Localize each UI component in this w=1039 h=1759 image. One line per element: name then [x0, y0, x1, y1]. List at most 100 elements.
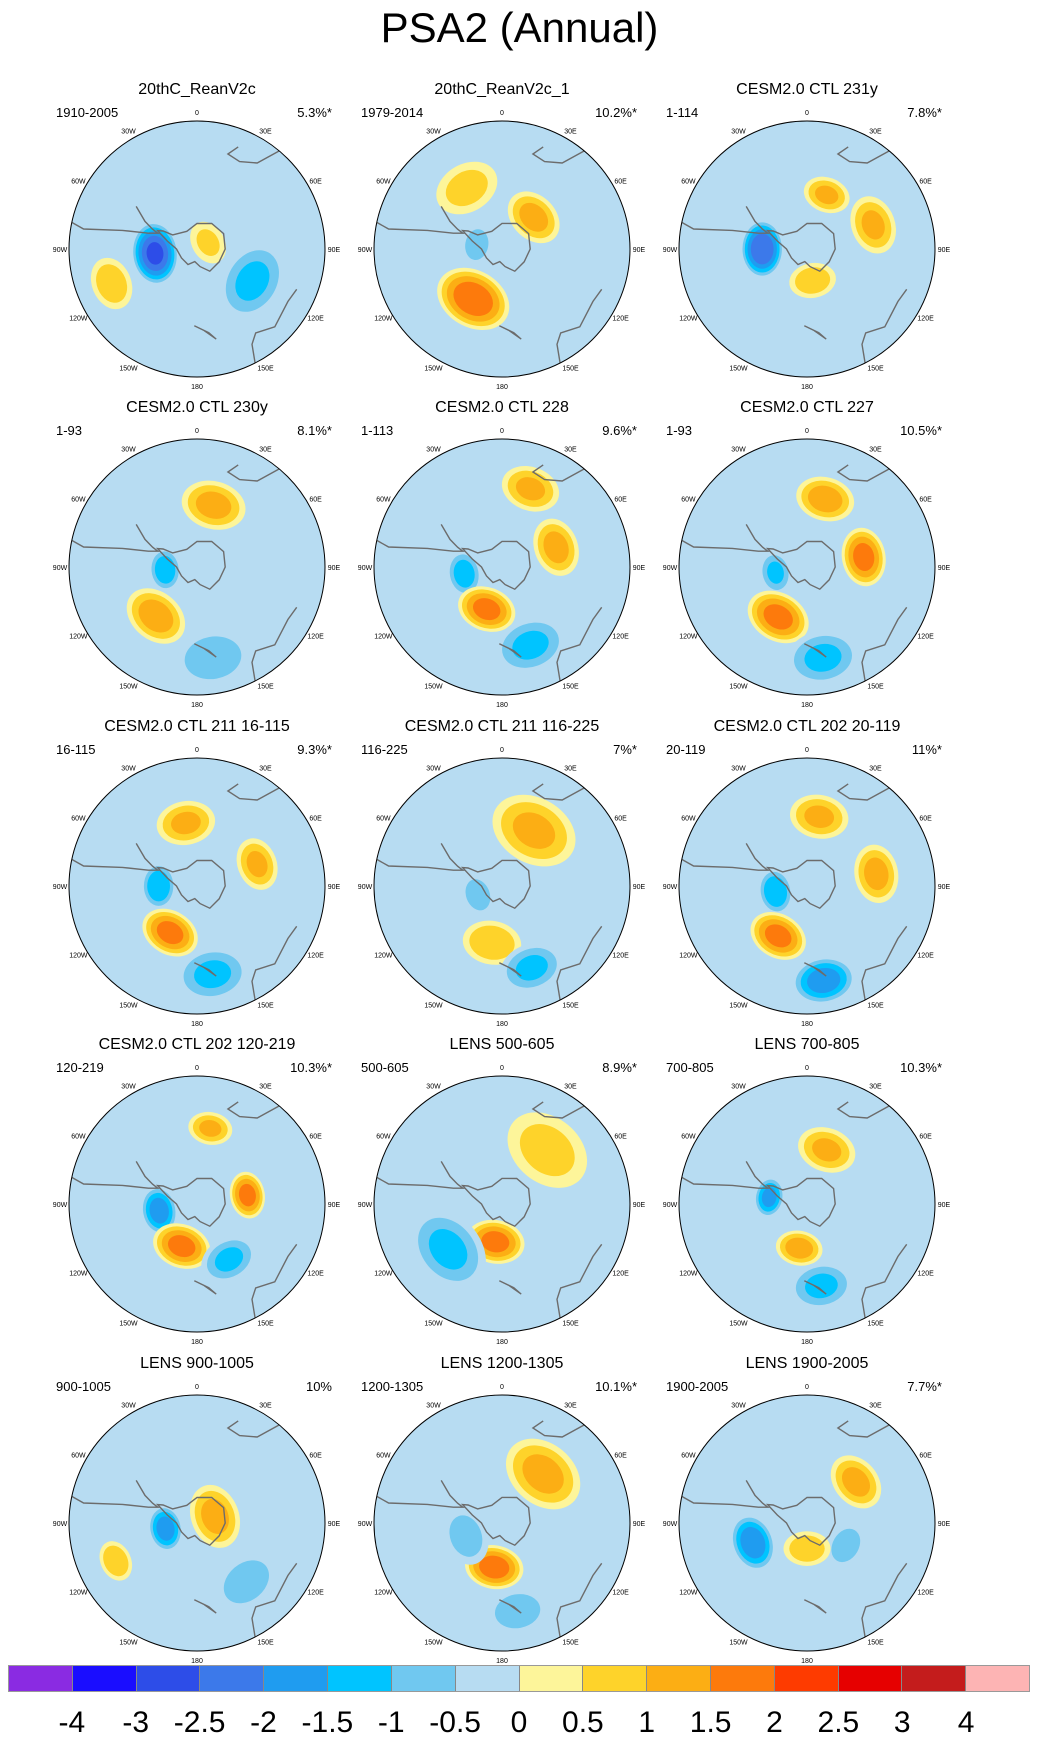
longitude-label: 60E — [919, 497, 932, 504]
map-background — [679, 121, 935, 377]
longitude-label: 150E — [562, 1003, 579, 1010]
anomaly-contour — [805, 1273, 838, 1299]
anomaly-contour — [445, 169, 488, 207]
panel-variance-percent: 5.3%* — [297, 105, 332, 120]
colorbar-box — [647, 1666, 711, 1691]
longitude-label: 60W — [376, 816, 391, 823]
anomaly-contour — [764, 924, 792, 948]
longitude-label: 150E — [562, 366, 579, 373]
south-america-outline — [681, 843, 770, 871]
anomaly-contour — [522, 1454, 564, 1494]
colorbar-tick-label: 2 — [766, 1706, 783, 1739]
polar-map: 0 30E 60E 90E 120E 150E 180 150W 120W 90W 60W 30W — [53, 747, 341, 1028]
colorbar-box — [902, 1666, 967, 1691]
longitude-label: 90E — [328, 247, 341, 254]
antarctica-outline — [460, 540, 531, 591]
longitude-label: 30W — [426, 1402, 441, 1409]
longitude-label: 0 — [195, 1384, 199, 1391]
map-border — [678, 757, 936, 1015]
anomaly-contour — [515, 955, 548, 981]
longitude-label: 0 — [195, 747, 199, 754]
anomaly-contour — [807, 485, 843, 513]
map-border — [373, 757, 631, 1015]
panel-title: LENS 500-605 — [449, 1036, 555, 1053]
longitude-label: 120E — [612, 1271, 629, 1278]
longitude-label: 120E — [612, 953, 629, 960]
new-zealand-outline — [193, 325, 217, 340]
anomaly-contour — [767, 561, 784, 584]
map-border — [373, 1075, 631, 1333]
longitude-label: 30W — [426, 1083, 441, 1090]
polar-map: 0 30E 60E 90E 120E 150E 180 150W 120W 90W 60W 30W — [358, 1065, 646, 1346]
map-border — [678, 1075, 936, 1333]
longitude-label: 180 — [191, 1021, 203, 1028]
longitude-label: 150E — [257, 684, 274, 691]
colorbar-box — [9, 1666, 73, 1691]
longitude-label: 30W — [731, 1083, 746, 1090]
longitude-label: 60E — [309, 1134, 322, 1141]
longitude-label: 90E — [328, 1521, 341, 1528]
longitude-label: 0 — [195, 1065, 199, 1072]
map-border — [373, 438, 631, 696]
longitude-label: 120W — [69, 634, 88, 641]
anomaly-contour — [201, 1498, 229, 1534]
longitude-label: 120E — [917, 634, 934, 641]
anomaly-contour — [195, 491, 232, 519]
longitude-label: 90W — [358, 565, 373, 572]
longitude-label: 30W — [731, 1402, 746, 1409]
colorbar-box — [72, 1666, 137, 1691]
anomaly-contour — [804, 805, 835, 828]
south-america-outline — [376, 1161, 465, 1189]
longitude-label: 150W — [119, 1321, 138, 1328]
panel-variance-percent: 10% — [305, 1379, 332, 1394]
panel-period: 20-119 — [666, 742, 706, 757]
longitude-label: 60W — [71, 816, 86, 823]
panel-title: CESM2.0 CTL 228 — [435, 399, 569, 416]
panel-variance-percent: 7.7%* — [907, 1379, 942, 1394]
longitude-label: 60E — [309, 1453, 322, 1460]
longitude-label: 150E — [562, 684, 579, 691]
anomaly-contour — [449, 1515, 483, 1557]
longitude-label: 60E — [614, 497, 627, 504]
anomaly-contour — [428, 1229, 468, 1270]
panel-variance-percent: 7.8%* — [907, 105, 942, 120]
anomaly-contour — [804, 643, 842, 672]
longitude-label: 90E — [633, 1202, 646, 1209]
colorbar-tick-label: -2.5 — [173, 1706, 226, 1739]
longitude-label: 90W — [663, 565, 678, 572]
longitude-label: 150W — [424, 1640, 443, 1647]
panel-period: 1-114 — [666, 105, 699, 120]
longitude-label: 120W — [679, 1590, 698, 1597]
colorbar-tick-label: 1.5 — [689, 1706, 732, 1739]
longitude-label: 0 — [500, 110, 504, 117]
longitude-label: 150W — [119, 366, 138, 373]
colorbar-tick-label: -1 — [377, 1706, 405, 1739]
colorbar — [8, 1665, 1030, 1692]
longitude-label: 60W — [681, 1134, 696, 1141]
anomaly-contour — [512, 630, 549, 660]
anomaly-contour — [853, 542, 875, 572]
longitude-label: 180 — [191, 702, 203, 709]
antarctica-outline — [765, 1177, 836, 1228]
longitude-label: 120W — [69, 316, 88, 323]
colorbar-box — [774, 1666, 839, 1691]
longitude-label: 150E — [867, 1321, 884, 1328]
anomaly-contour — [512, 812, 556, 849]
new-zealand-outline — [193, 1280, 217, 1295]
map-panel: CESM2.0 CTL 202 120-219 120-219 10.3%* 0 30E… — [44, 1035, 350, 1353]
longitude-label: 90E — [938, 1202, 951, 1209]
map-panel: LENS 1900-2005 1900-2005 7.7%* 0 30E 60E 90E 12… — [654, 1354, 960, 1672]
map-border — [373, 1394, 631, 1652]
longitude-label: 60W — [376, 497, 391, 504]
antarctica-outline — [765, 1496, 836, 1547]
new-zealand-outline — [193, 1599, 217, 1614]
anomaly-contour — [861, 210, 885, 240]
figure-title: PSA2 (Annual) — [380, 4, 659, 51]
australia-outline — [861, 925, 908, 1001]
polar-map: 0 30E 60E 90E 120E 150E 180 150W 120W 90W 60W 30W — [53, 428, 341, 709]
longitude-label: 90W — [53, 247, 68, 254]
longitude-label: 90W — [663, 1202, 678, 1209]
colorbar-tick-label: 0.5 — [562, 1706, 604, 1739]
longitude-label: 90E — [633, 247, 646, 254]
longitude-label: 60W — [681, 179, 696, 186]
